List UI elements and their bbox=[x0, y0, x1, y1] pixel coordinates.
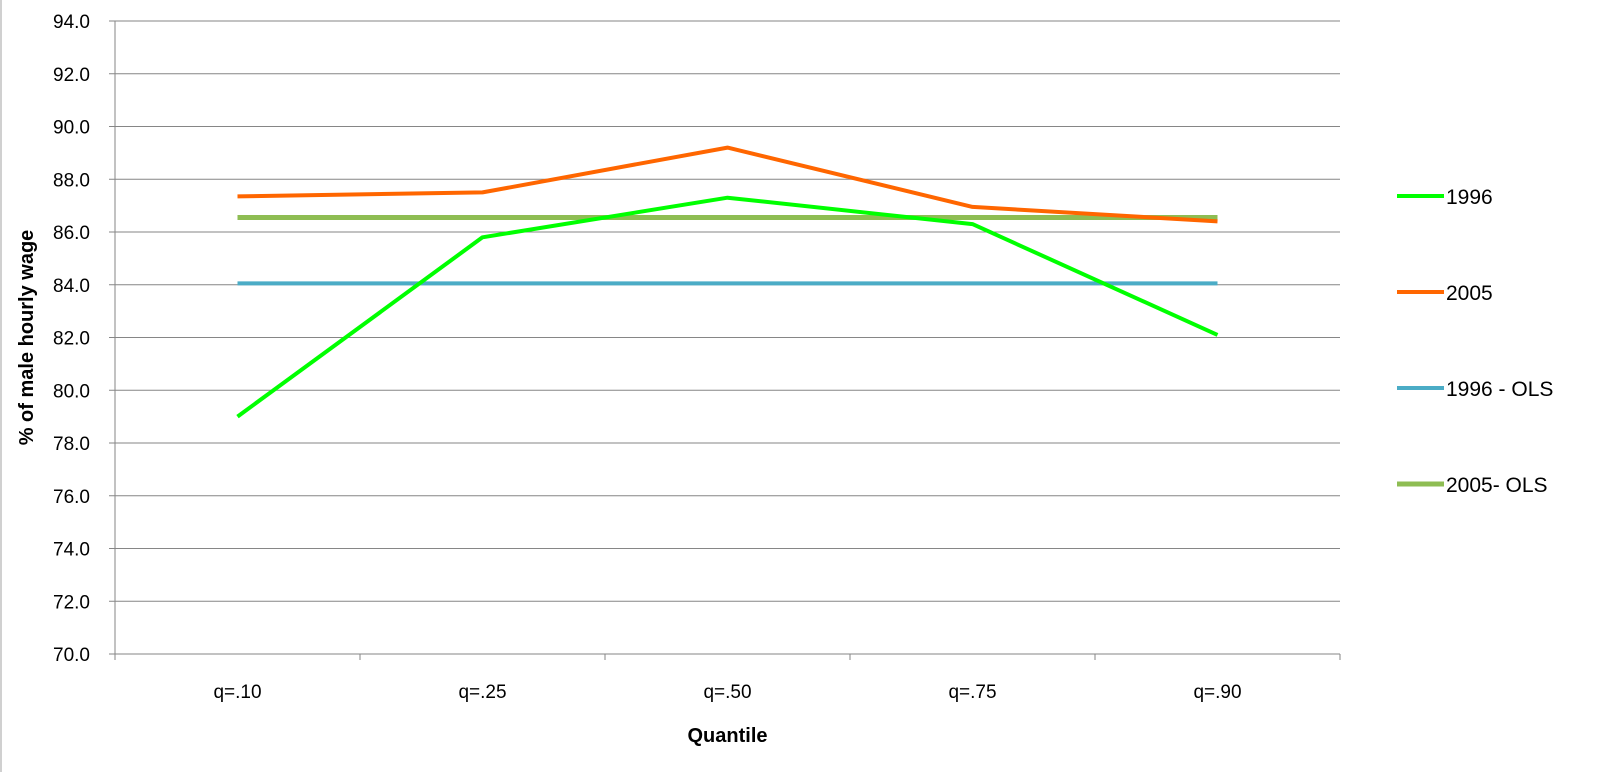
x-tick-label: q=.10 bbox=[213, 682, 261, 703]
x-tick-label: q=.50 bbox=[703, 682, 751, 703]
y-tick-label: 94.0 bbox=[53, 12, 90, 33]
y-tick-label: 88.0 bbox=[53, 170, 90, 191]
y-tick-label: 84.0 bbox=[53, 276, 90, 297]
y-tick-label: 90.0 bbox=[53, 118, 90, 139]
y-tick-label: 86.0 bbox=[53, 223, 90, 244]
y-tick-label: 78.0 bbox=[53, 434, 90, 455]
x-tick-label: q=.25 bbox=[458, 682, 506, 703]
y-axis-title: % of male hourly wage bbox=[16, 230, 38, 446]
y-tick-labels: 70.0 72.0 74.0 76.0 78.0 80.0 82.0 84.0 86.0 88.0… bbox=[53, 12, 90, 666]
y-tick-label: 82.0 bbox=[53, 329, 90, 350]
series-line-1996 bbox=[236, 195, 1219, 419]
series-lines bbox=[236, 145, 1219, 419]
legend-item: 1996 bbox=[1397, 186, 1493, 209]
legend-item: 2005 bbox=[1397, 282, 1493, 305]
y-tick-label: 80.0 bbox=[53, 381, 90, 402]
legend-label: 1996 bbox=[1446, 186, 1493, 209]
legend: 1996 2005 1996 - OLS 2005- OLS bbox=[1397, 186, 1553, 497]
x-tick-labels: q=.10 q=.25 q=.50 q=.75 q=.90 bbox=[213, 682, 1241, 703]
x-axis-title: Quantile bbox=[687, 725, 767, 747]
axes bbox=[109, 20, 1341, 660]
y-tick-label: 70.0 bbox=[53, 645, 90, 666]
y-tick-label: 72.0 bbox=[53, 592, 90, 613]
legend-item: 2005- OLS bbox=[1397, 474, 1548, 497]
x-tick-label: q=.75 bbox=[948, 682, 996, 703]
legend-label: 1996 - OLS bbox=[1446, 378, 1553, 401]
y-tick-label: 76.0 bbox=[53, 487, 90, 508]
legend-label: 2005 bbox=[1446, 282, 1493, 305]
legend-label: 2005- OLS bbox=[1446, 474, 1548, 497]
legend-item: 1996 - OLS bbox=[1397, 378, 1553, 401]
y-tick-label: 74.0 bbox=[53, 540, 90, 561]
gridlines bbox=[115, 20, 1340, 602]
series-line-2005 bbox=[237, 145, 1218, 224]
x-tick-label: q=.90 bbox=[1193, 682, 1241, 703]
y-tick-label: 92.0 bbox=[53, 65, 90, 86]
